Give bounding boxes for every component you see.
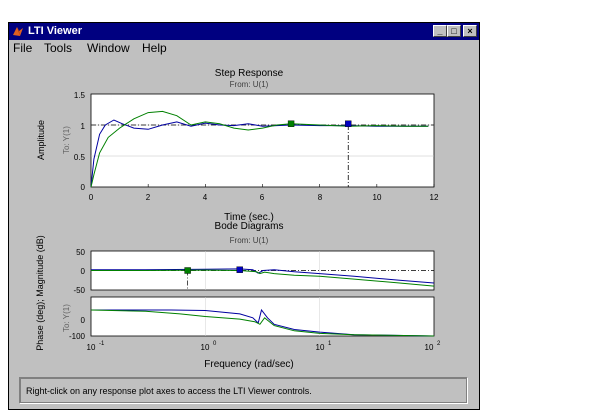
bode-marker-blue xyxy=(236,266,243,273)
step-curves xyxy=(90,110,434,188)
bode-phase-ytick: -100 xyxy=(69,332,86,341)
menu-window[interactable]: Window xyxy=(87,41,130,55)
bode-marker-green xyxy=(184,267,191,274)
step-ytick: 0.5 xyxy=(74,153,86,162)
svg-text:10: 10 xyxy=(201,343,210,352)
bode-xtick: 10 1 xyxy=(316,341,332,352)
step-xtick: 0 xyxy=(89,193,94,202)
svg-text:2: 2 xyxy=(437,341,441,347)
window-title: LTI Viewer xyxy=(28,25,83,37)
svg-text:10: 10 xyxy=(425,343,434,352)
step-marker-green xyxy=(287,120,295,127)
step-xtick: 8 xyxy=(318,193,323,202)
svg-text:10: 10 xyxy=(316,343,325,352)
step-xtick: 2 xyxy=(146,193,151,202)
step-xtick: 12 xyxy=(430,193,439,202)
maximize-button[interactable]: □ xyxy=(447,25,461,37)
bode-phase-ytick: 0 xyxy=(81,316,86,325)
step-subtitle: From: U(1) xyxy=(230,80,269,89)
lti-viewer-window: LTI Viewer _ □ × File Tools Window Help … xyxy=(8,22,480,410)
step-xtick: 6 xyxy=(260,193,265,202)
bode-xtick: 10 -1 xyxy=(87,341,105,352)
step-ylabel: Amplitude xyxy=(36,120,46,160)
bode-ylabel: Phase (deg); Magnitude (dB) xyxy=(35,235,45,351)
close-button[interactable]: × xyxy=(463,25,477,37)
svg-text:-1: -1 xyxy=(99,341,105,347)
bode-mag-ytick: 50 xyxy=(76,248,85,257)
bode-phase-series-blue xyxy=(91,308,435,337)
menu-file[interactable]: File xyxy=(13,41,33,55)
bode-mag-series-green xyxy=(91,269,435,287)
menu-help[interactable]: Help xyxy=(142,41,167,55)
svg-text:10: 10 xyxy=(87,343,96,352)
title-bar: LTI Viewer _ □ × xyxy=(9,23,479,40)
step-marker-blue xyxy=(345,120,352,127)
step-to-label: To: Y(1) xyxy=(62,126,71,154)
bode-xtick: 10 0 xyxy=(201,341,217,352)
step-xtick: 10 xyxy=(373,193,382,202)
svg-text:0: 0 xyxy=(213,341,217,347)
bode-title: Bode Diagrams xyxy=(215,221,284,232)
step-title: Step Response xyxy=(215,68,284,79)
bode-to-label: To: Y(1) xyxy=(62,304,71,332)
status-bar: Right-click on any response plot axes to… xyxy=(19,377,467,403)
menu-bar: File Tools Window Help xyxy=(9,40,479,57)
matlab-logo-icon xyxy=(13,27,23,36)
menu-tools[interactable]: Tools xyxy=(44,41,73,55)
bode-mag-ytick: 0 xyxy=(81,267,86,276)
step-ytick: 0 xyxy=(81,183,86,192)
bode-mag-ytick: -50 xyxy=(73,286,85,295)
step-ytick: 1 xyxy=(81,122,86,131)
step-series-green xyxy=(90,110,429,188)
svg-text:1: 1 xyxy=(328,341,332,347)
bode-subtitle: From: U(1) xyxy=(230,236,269,245)
step-ytick: 1.5 xyxy=(74,91,86,100)
step-xlabel: Time (sec.) xyxy=(224,212,274,223)
bode-curves xyxy=(90,266,435,337)
bode-xtick: 10 2 xyxy=(425,341,441,352)
step-axes[interactable] xyxy=(90,93,435,188)
bode-mag-series-blue xyxy=(91,268,435,284)
bode-phase-series-green xyxy=(90,309,435,337)
plot-area: Step Response From: U(1) Amplitude To: Y… xyxy=(35,68,441,370)
bode-xlabel: Frequency (rad/sec) xyxy=(204,359,293,370)
minimize-button[interactable]: _ xyxy=(433,25,447,37)
bode-phase-axes[interactable] xyxy=(90,296,435,337)
step-xtick: 4 xyxy=(203,193,208,202)
